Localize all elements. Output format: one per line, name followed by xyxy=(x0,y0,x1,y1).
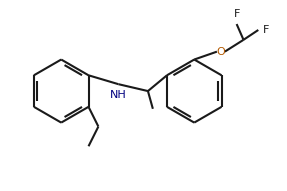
Text: F: F xyxy=(263,25,269,35)
Text: NH: NH xyxy=(110,90,127,100)
Text: O: O xyxy=(216,47,225,57)
Text: F: F xyxy=(233,9,240,19)
